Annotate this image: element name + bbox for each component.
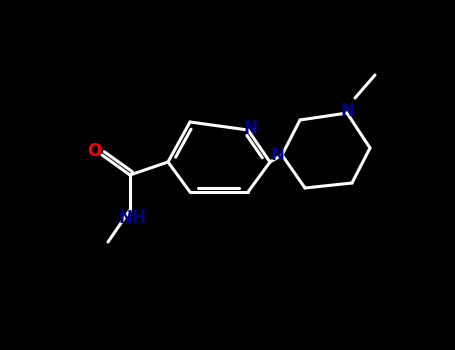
Text: N: N [340,102,354,120]
Text: N: N [243,119,257,137]
Text: N: N [270,146,284,164]
Text: O: O [87,142,101,160]
Text: NH: NH [118,209,146,227]
